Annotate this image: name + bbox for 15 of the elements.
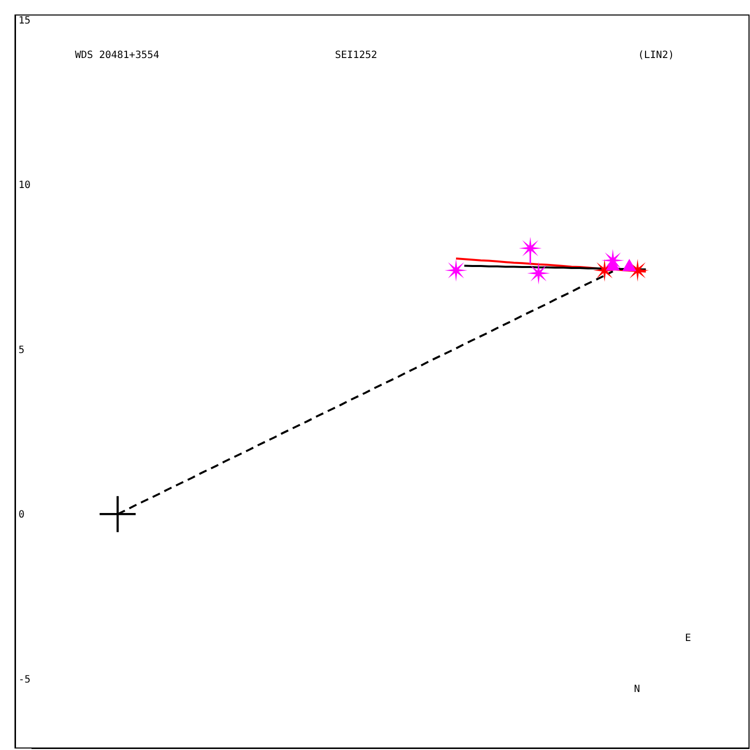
y-tick-label: 5 [18, 344, 25, 356]
annotation: N [634, 684, 640, 695]
point [444, 258, 468, 282]
y-tick-label: 10 [18, 180, 31, 192]
point [622, 258, 636, 272]
annotation: (LIN2) [638, 50, 674, 61]
point [601, 249, 624, 272]
y-tick-label: 0 [18, 510, 25, 521]
text: WDS 20481+3554 [75, 50, 160, 61]
point [527, 262, 550, 285]
point [100, 496, 136, 532]
annotation: SEI1252 [335, 50, 378, 61]
y-tick-label: -5 [18, 674, 31, 686]
y-tick-label: 15 [18, 15, 31, 26]
annotation: E [685, 633, 692, 644]
